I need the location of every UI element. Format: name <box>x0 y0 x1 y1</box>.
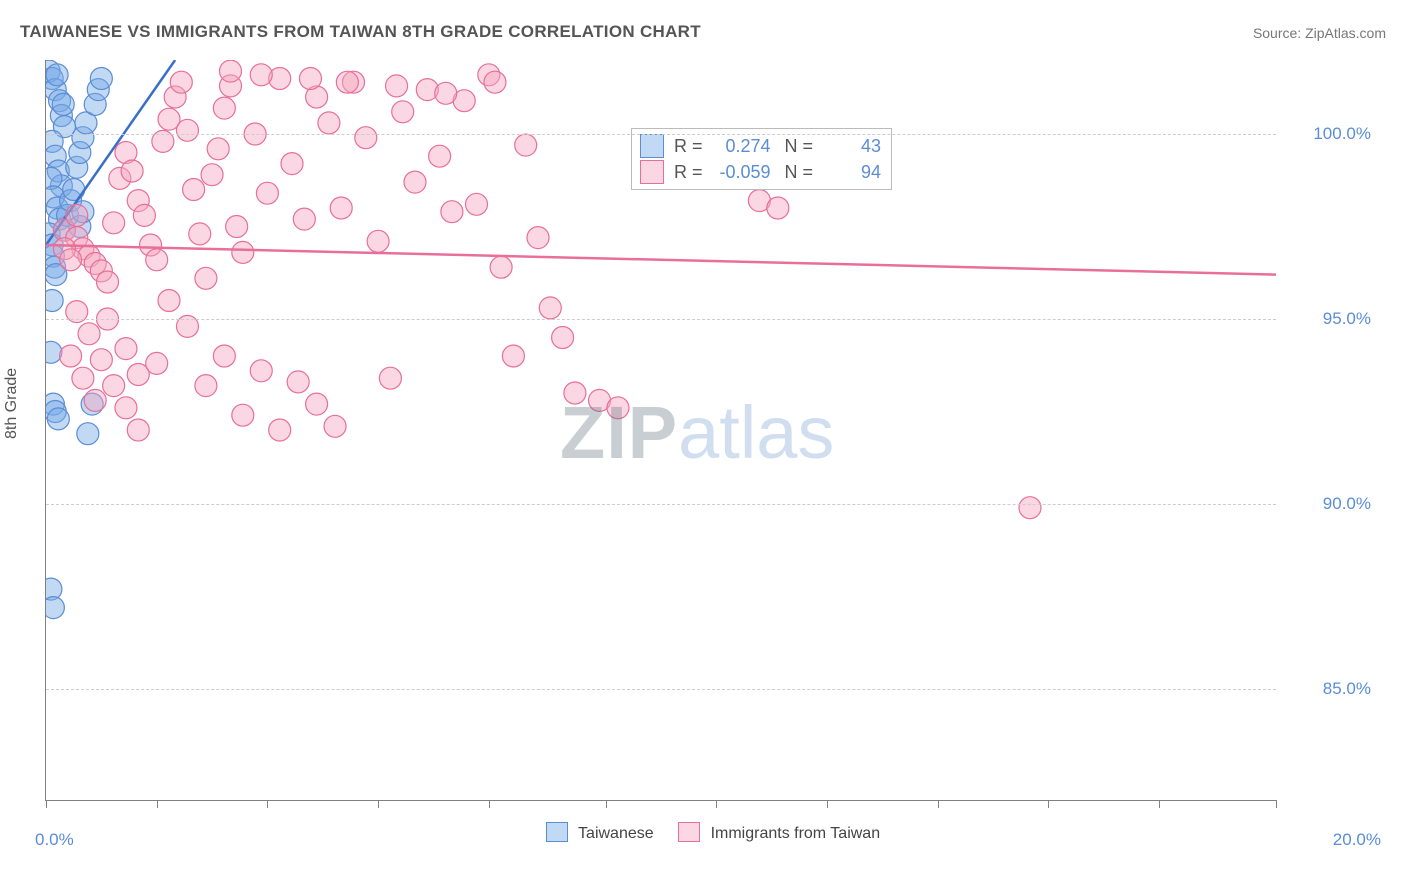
series-legend: Taiwanese Immigrants from Taiwan <box>0 822 1406 843</box>
y-tick-label: 100.0% <box>1291 124 1371 144</box>
y-tick-label: 95.0% <box>1291 309 1371 329</box>
legend-swatch-immigrants <box>640 160 664 184</box>
r-value-taiwanese: 0.274 <box>709 133 771 159</box>
r-label: R = <box>674 133 703 159</box>
y-axis-label: 8th Grade <box>3 368 21 439</box>
n-label: N = <box>785 159 814 185</box>
legend-swatch-immigrants <box>678 822 700 842</box>
legend-label-taiwanese: Taiwanese <box>578 825 654 842</box>
y-tick-label: 90.0% <box>1291 494 1371 514</box>
chart-title: TAIWANESE VS IMMIGRANTS FROM TAIWAN 8TH … <box>20 22 701 42</box>
correlation-legend: R = 0.274 N = 43 R = -0.059 N = 94 <box>631 128 892 190</box>
n-label: N = <box>785 133 814 159</box>
legend-label-immigrants: Immigrants from Taiwan <box>711 825 881 842</box>
plot-area: R = 0.274 N = 43 R = -0.059 N = 94 85.0%… <box>45 60 1276 801</box>
legend-swatch-taiwanese <box>546 822 568 842</box>
r-label: R = <box>674 159 703 185</box>
legend-row-immigrants: R = -0.059 N = 94 <box>640 159 881 185</box>
n-value-taiwanese: 43 <box>819 133 881 159</box>
legend-swatch-taiwanese <box>640 134 664 158</box>
legend-row-taiwanese: R = 0.274 N = 43 <box>640 133 881 159</box>
y-tick-label: 85.0% <box>1291 679 1371 699</box>
n-value-immigrants: 94 <box>819 159 881 185</box>
r-value-immigrants: -0.059 <box>709 159 771 185</box>
source-label: Source: ZipAtlas.com <box>1253 25 1386 41</box>
chart-container: TAIWANESE VS IMMIGRANTS FROM TAIWAN 8TH … <box>0 0 1406 892</box>
